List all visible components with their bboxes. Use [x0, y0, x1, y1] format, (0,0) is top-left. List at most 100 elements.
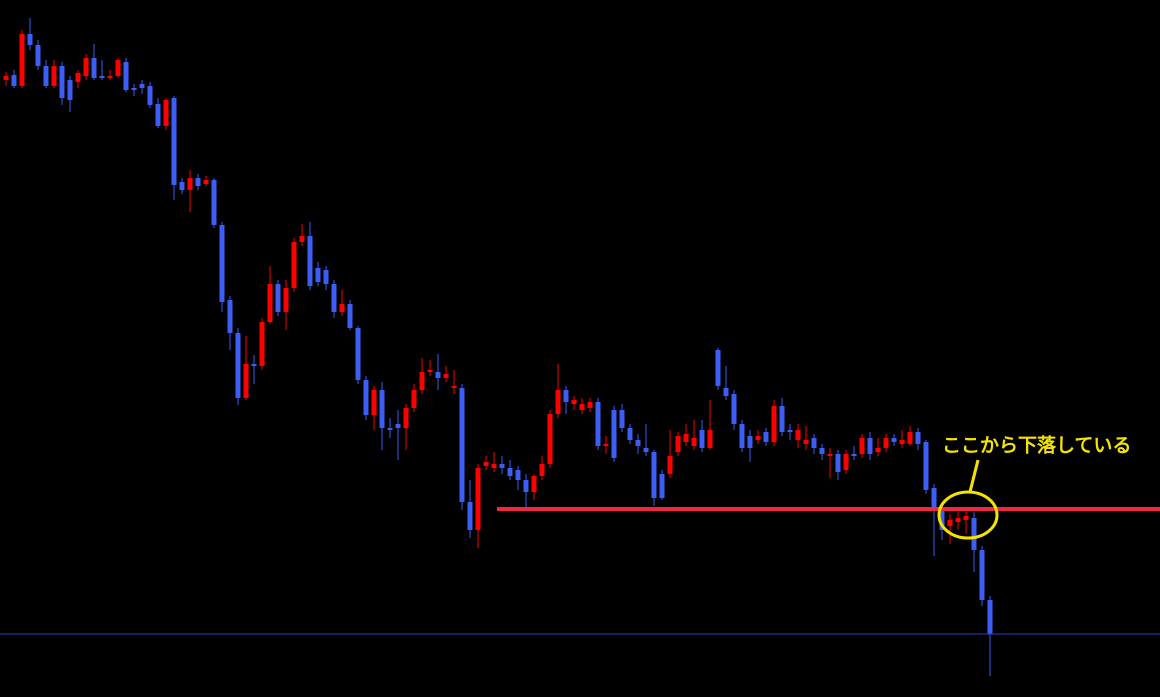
candle-body: [731, 394, 737, 424]
candle-body: [403, 408, 409, 428]
candle-body: [35, 45, 41, 66]
candle-body: [923, 442, 929, 490]
candle-body: [715, 350, 721, 386]
candle-body: [755, 436, 761, 440]
candle-body: [819, 448, 825, 454]
candle-body: [643, 448, 649, 452]
candle-body: [915, 432, 921, 444]
candle-body: [787, 430, 793, 432]
candle-body: [539, 464, 545, 476]
candle-body: [179, 182, 185, 190]
candle-body: [851, 454, 857, 456]
candle-body: [899, 440, 905, 444]
candle-body: [515, 470, 521, 480]
annotation: ここから下落している: [942, 434, 1131, 457]
candle-body: [635, 440, 641, 446]
candle-body: [387, 428, 393, 430]
candle-body: [843, 454, 849, 470]
candle-body: [115, 60, 121, 76]
candle-body: [747, 436, 753, 448]
candle-body: [75, 73, 81, 82]
candle-body: [315, 268, 321, 282]
candle-body: [739, 424, 745, 448]
candle-body: [875, 448, 881, 452]
candle-body: [547, 414, 553, 464]
candle-body: [955, 518, 961, 522]
candle-body: [531, 476, 537, 492]
candle-body: [667, 456, 673, 474]
candle-body: [723, 388, 729, 396]
candle-body: [907, 432, 913, 444]
candle-body: [491, 464, 497, 468]
candle-body: [859, 438, 865, 454]
candle-body: [947, 520, 953, 526]
candle-body: [59, 66, 65, 98]
candle-body: [91, 58, 97, 78]
candle-body: [683, 434, 689, 442]
candle-body: [363, 380, 369, 415]
candle-body: [619, 410, 625, 428]
candle-body: [155, 104, 161, 126]
candle-body: [27, 34, 33, 45]
candle-body: [211, 180, 217, 225]
candle-body: [459, 388, 465, 502]
annotation-pointer: [968, 459, 980, 493]
candle-body: [483, 462, 489, 466]
candle-body: [963, 516, 969, 520]
candle-body: [51, 66, 57, 86]
candle-body: [867, 438, 873, 454]
candle-body: [931, 488, 937, 510]
candle-body: [371, 390, 377, 415]
candle-body: [475, 468, 481, 530]
candle-body: [979, 550, 985, 600]
candle-body: [803, 440, 809, 444]
candle-body: [195, 178, 201, 186]
candle-body: [467, 502, 473, 530]
candle-body: [595, 402, 601, 446]
candle-body: [203, 180, 209, 184]
candle-body: [19, 34, 25, 86]
candle-body: [587, 402, 593, 408]
candle-body: [563, 390, 569, 402]
candle-body: [355, 328, 361, 380]
candle-body: [219, 225, 225, 302]
candle-body: [243, 364, 249, 398]
candle-body: [291, 242, 297, 288]
candle-body: [651, 452, 657, 498]
candle-body: [659, 474, 665, 498]
candle-body: [307, 236, 313, 286]
candle-body: [379, 390, 385, 428]
candle-body: [323, 270, 329, 284]
candle-body: [939, 510, 945, 530]
candle-body: [283, 288, 289, 312]
candle-body: [987, 600, 993, 634]
candle-body: [147, 86, 153, 105]
candle-body: [259, 322, 265, 366]
candle-body: [83, 58, 89, 76]
candle-body: [771, 406, 777, 442]
candle-body: [579, 404, 585, 410]
candle-body: [331, 284, 337, 312]
plot-area: [0, 18, 1160, 676]
candle-body: [11, 75, 17, 86]
candle-body: [699, 430, 705, 448]
candle-body: [891, 438, 897, 442]
candle-body: [163, 100, 169, 126]
candle-body: [435, 372, 441, 378]
candle-body: [171, 98, 177, 185]
candle-body: [227, 300, 233, 333]
candle-body: [555, 390, 561, 414]
candle-body: [571, 400, 577, 404]
candle-body: [691, 438, 697, 446]
candle-body: [43, 66, 49, 86]
candle-body: [131, 88, 137, 90]
candle-body: [675, 436, 681, 452]
candle-body: [451, 386, 457, 388]
candle-body: [123, 62, 129, 90]
candle-body: [427, 370, 433, 372]
candle-body: [235, 333, 241, 398]
candle-body: [507, 468, 513, 476]
candle-body: [603, 444, 609, 446]
